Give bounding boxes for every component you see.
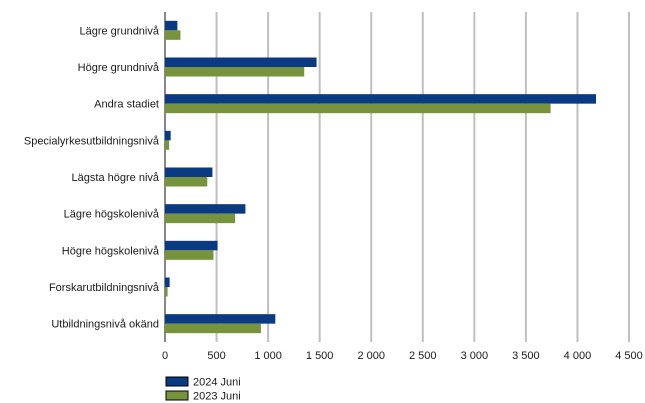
x-tick-label-7: 3 500 [512,350,540,362]
bar-series-1-7 [165,277,170,287]
x-tick-label-0: 0 [162,350,168,362]
legend-swatch-1 [165,390,189,401]
bar-series-1-6 [165,240,218,251]
category-label-1: Högre grundnivå [78,62,160,74]
bar-series-1-5 [165,204,246,214]
bar-series-1-1 [165,57,317,67]
category-label-0: Lägre grundnivå [79,25,159,37]
bar-series-2-2 [165,103,551,114]
category-label-7: Forskarutbildningsnivå [49,282,160,294]
bar-series-2-7 [165,287,168,297]
category-label-3: Specialyrkesutbildningsnivå [24,135,160,147]
category-label-4: Lägsta högre nivå [72,172,160,184]
bar-series-2-3 [165,140,170,150]
category-label-2: Andra stadiet [94,99,159,111]
x-tick-label-3: 1 500 [306,350,334,362]
x-tick-label-4: 2 000 [357,350,385,362]
bar-series-1-3 [165,130,171,141]
category-label-6: Högre högskolenivå [62,245,160,257]
bar-series-2-1 [165,67,305,77]
legend-label-1: 2023 Juni [193,391,241,403]
bar-series-1-2 [165,94,597,104]
category-label-5: Lägre högskolenivå [64,209,160,221]
legend: 2024 Juni 2023 Juni [165,376,241,403]
bars [165,20,597,334]
bar-series-2-5 [165,213,236,224]
x-tick-label-2: 1 000 [254,350,282,362]
bar-series-2-8 [165,323,261,334]
x-tick-label-5: 2 500 [409,350,437,362]
category-labels: Lägre grundnivå Högre grundnivå Andra stad… [24,25,160,330]
bar-series-2-0 [165,30,181,40]
bar-series-1-4 [165,167,213,177]
bar-series-2-4 [165,177,208,187]
x-tick-label-6: 3 000 [461,350,489,362]
x-tick-label-8: 4 000 [564,350,592,362]
bar-series-1-0 [165,20,178,31]
bar-series-1-8 [165,314,276,324]
x-tick-label-1: 500 [207,350,225,362]
x-tick-label-9: 4 500 [615,350,643,362]
legend-swatch-0 [165,376,189,387]
bar-series-2-6 [165,250,214,260]
x-tick-labels: 0 500 1 000 1 500 2 000 2 500 3 000 3 500 4 000 4… [162,350,643,362]
category-label-8: Utbildningsnivå okänd [51,319,159,331]
legend-label-0: 2024 Juni [193,377,241,389]
